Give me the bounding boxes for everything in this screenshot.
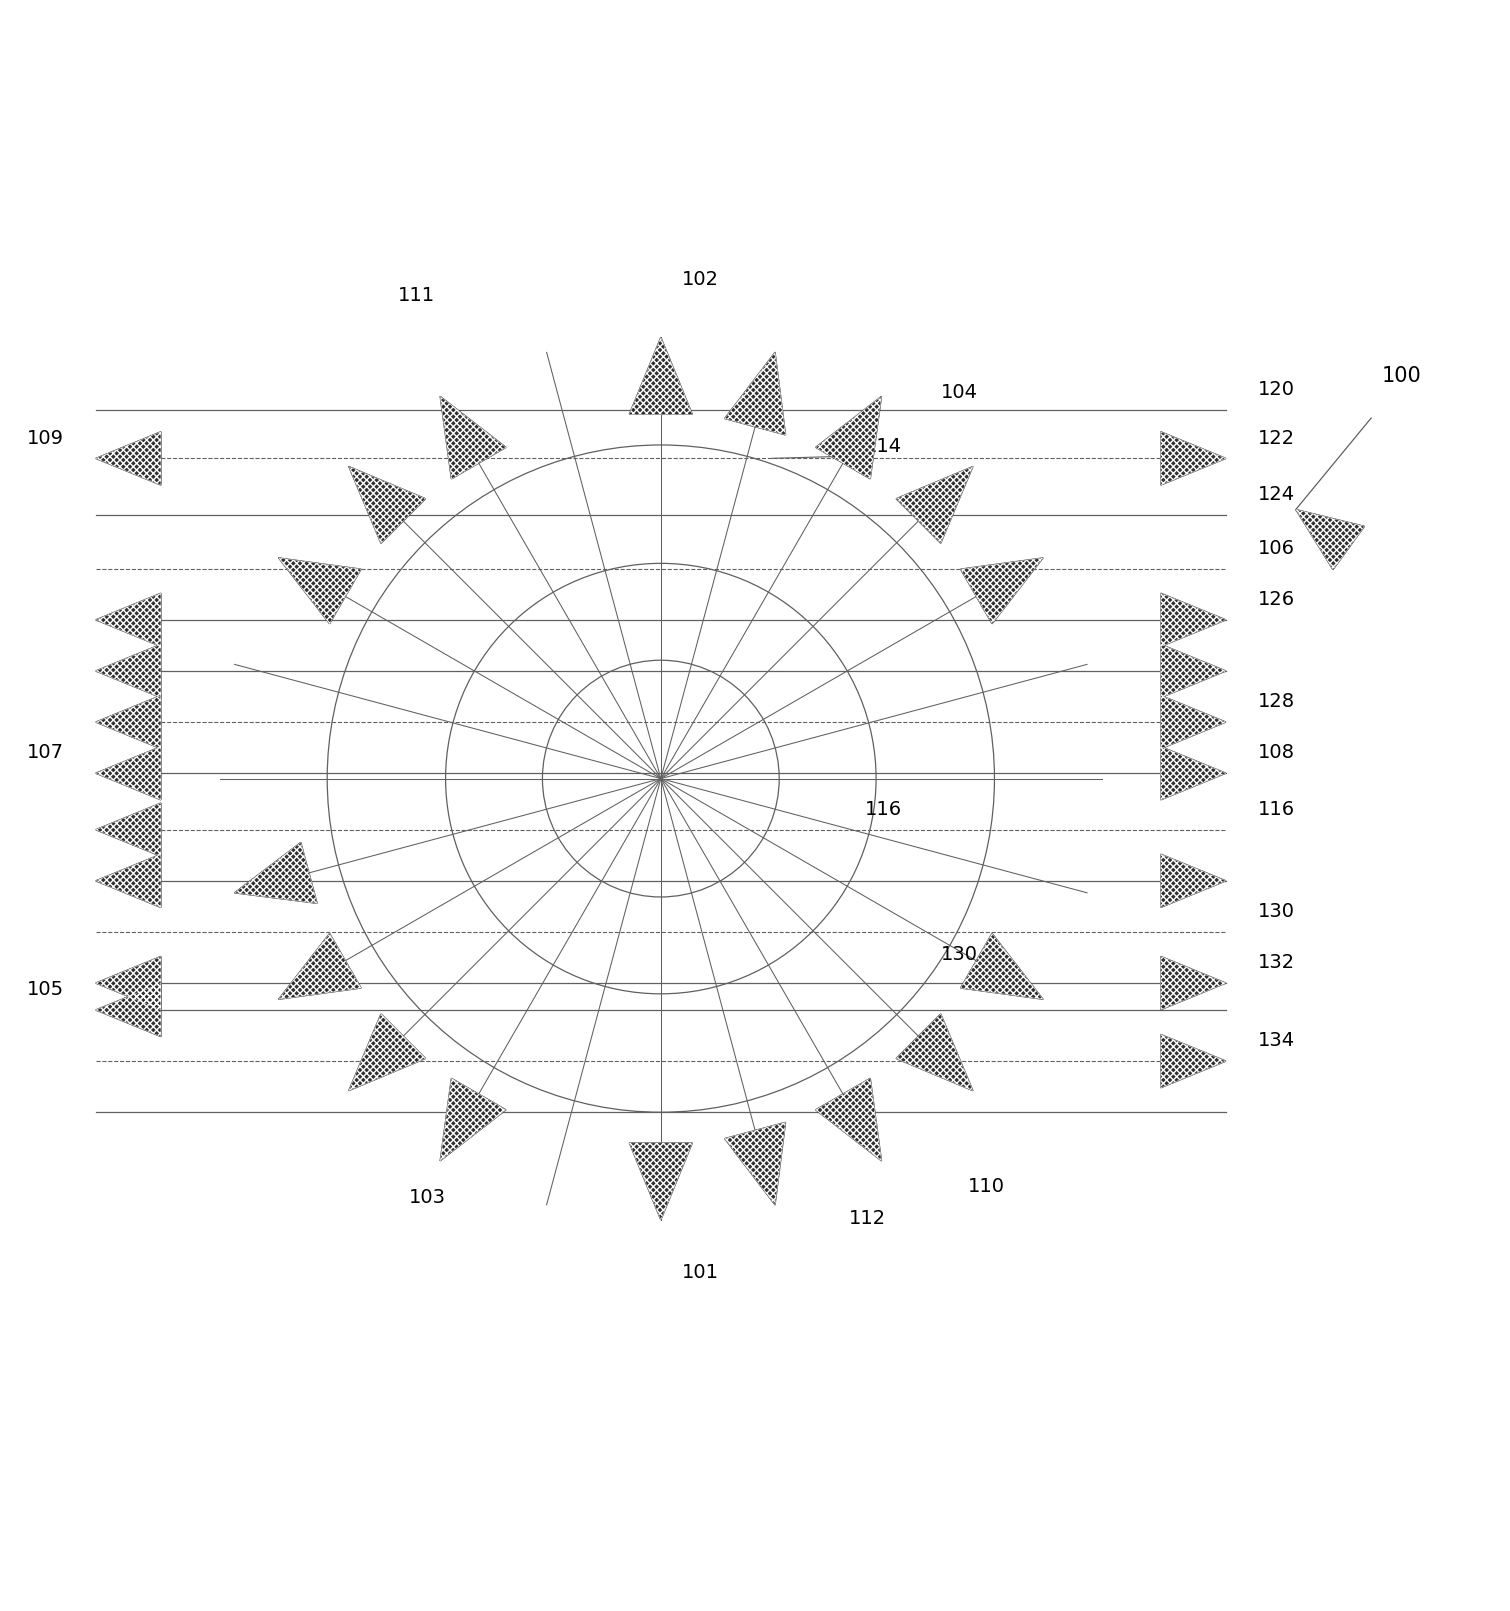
Polygon shape (95, 746, 162, 799)
Polygon shape (95, 854, 162, 907)
Polygon shape (1161, 957, 1226, 1010)
Polygon shape (1161, 854, 1226, 907)
Polygon shape (349, 1013, 426, 1091)
Text: 103: 103 (409, 1187, 445, 1207)
Polygon shape (815, 1078, 882, 1162)
Polygon shape (95, 957, 162, 1010)
Polygon shape (95, 644, 162, 698)
Polygon shape (960, 933, 1043, 999)
Text: 134: 134 (1258, 1031, 1296, 1050)
Text: 130: 130 (1258, 902, 1296, 921)
Polygon shape (895, 467, 972, 543)
Text: 107: 107 (27, 743, 63, 762)
Text: 116: 116 (865, 801, 903, 818)
Polygon shape (1296, 509, 1365, 570)
Text: 108: 108 (1258, 743, 1296, 762)
Polygon shape (725, 353, 785, 435)
Polygon shape (95, 983, 162, 1036)
Text: 130: 130 (941, 946, 977, 965)
Polygon shape (1161, 696, 1226, 749)
Polygon shape (95, 593, 162, 646)
Text: 101: 101 (683, 1263, 719, 1282)
Polygon shape (1161, 746, 1226, 799)
Text: 124: 124 (1258, 485, 1296, 504)
Polygon shape (441, 1078, 506, 1162)
Polygon shape (95, 696, 162, 749)
Text: 128: 128 (1258, 693, 1296, 712)
Polygon shape (725, 1123, 785, 1205)
Polygon shape (279, 557, 361, 623)
Polygon shape (349, 467, 426, 543)
Text: 132: 132 (1258, 954, 1296, 973)
Polygon shape (895, 1013, 972, 1091)
Polygon shape (234, 843, 317, 904)
Polygon shape (960, 557, 1043, 623)
Polygon shape (1161, 593, 1226, 646)
Polygon shape (1161, 644, 1226, 698)
Polygon shape (1161, 1034, 1226, 1087)
Polygon shape (815, 396, 882, 478)
Text: 109: 109 (27, 429, 63, 448)
Text: 116: 116 (1258, 801, 1296, 818)
Polygon shape (630, 1142, 692, 1220)
Text: 112: 112 (849, 1210, 886, 1228)
Polygon shape (95, 802, 162, 857)
Text: 100: 100 (1382, 366, 1421, 385)
Polygon shape (95, 432, 162, 485)
Polygon shape (279, 933, 361, 999)
Text: 110: 110 (968, 1176, 1004, 1195)
Polygon shape (1161, 432, 1226, 485)
Text: 122: 122 (1258, 429, 1296, 448)
Text: 126: 126 (1258, 590, 1296, 609)
Text: 111: 111 (397, 287, 435, 304)
Polygon shape (441, 396, 506, 478)
Text: 102: 102 (683, 271, 719, 288)
Text: 114: 114 (865, 437, 903, 456)
Text: 105: 105 (26, 979, 63, 999)
Text: 104: 104 (941, 383, 977, 401)
Text: 106: 106 (1258, 540, 1296, 557)
Text: 120: 120 (1258, 380, 1296, 400)
Polygon shape (630, 337, 692, 414)
